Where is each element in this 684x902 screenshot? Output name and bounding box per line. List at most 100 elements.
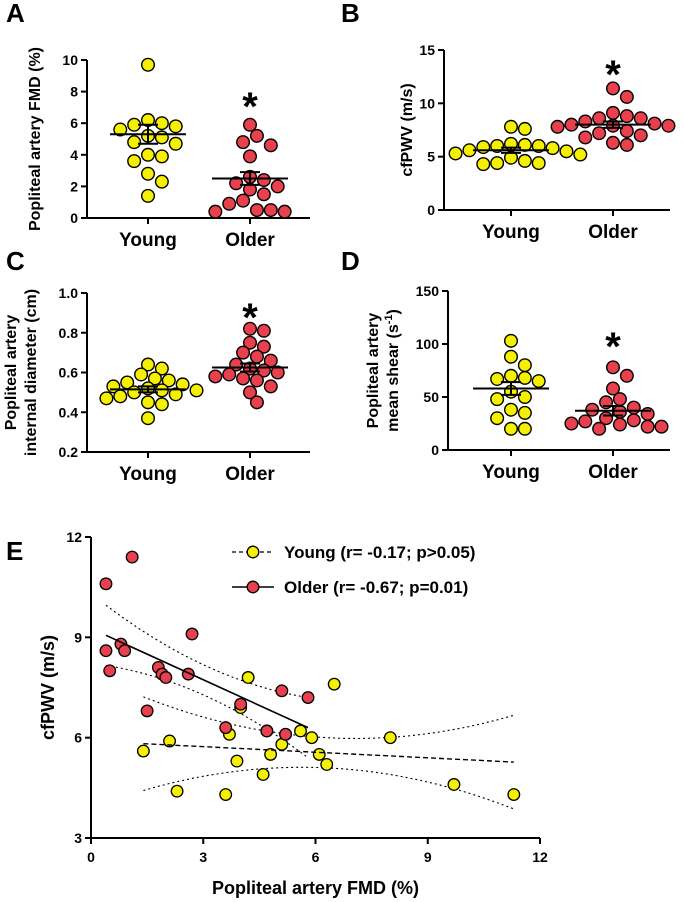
data-point-older xyxy=(249,128,264,143)
data-point-young xyxy=(504,333,519,348)
data-point-young xyxy=(531,156,546,171)
data-point-young xyxy=(140,357,155,372)
data-point-young xyxy=(113,389,128,404)
data-point-older xyxy=(242,385,257,400)
data-point-older xyxy=(585,402,600,417)
data-point-older xyxy=(263,379,278,394)
data-point-older xyxy=(249,373,264,388)
data-point-young xyxy=(241,671,255,684)
data-point-young xyxy=(504,368,519,383)
y-tick-label-B: 10 xyxy=(419,95,435,111)
data-point-older xyxy=(279,727,293,741)
data-point-older xyxy=(263,138,278,153)
data-point-older xyxy=(633,128,648,143)
data-point-older xyxy=(249,203,264,218)
data-point-young xyxy=(163,734,177,748)
data-point-young xyxy=(140,147,155,162)
y-tick-label-A: 6 xyxy=(70,115,78,131)
data-point-older xyxy=(640,406,655,421)
data-point-young xyxy=(294,724,307,738)
y-tick-label-E: 12 xyxy=(66,529,82,545)
data-point-older xyxy=(640,419,655,434)
data-point-older xyxy=(263,203,278,218)
data-point-young xyxy=(490,411,505,426)
y-axis-title-superscript: -1 xyxy=(383,314,395,324)
confidence-band-older-lower xyxy=(105,664,309,759)
y-tick-label-C: 0.4 xyxy=(59,404,79,420)
data-point-young xyxy=(140,188,155,203)
y-tick-label-A: 8 xyxy=(70,84,78,100)
legend-marker-older xyxy=(246,580,260,594)
data-point-young xyxy=(517,153,532,168)
data-point-young xyxy=(573,147,588,162)
x-tick-label-E: 0 xyxy=(87,849,95,865)
panel-label-D: D xyxy=(341,246,360,276)
x-tick-label-E: 12 xyxy=(532,849,548,865)
y-tick-label-C: 1.0 xyxy=(59,285,79,301)
data-point-older xyxy=(606,105,621,120)
data-point-young xyxy=(113,122,128,137)
data-point-young xyxy=(127,135,142,150)
data-point-older xyxy=(619,109,634,124)
data-point-older xyxy=(578,114,593,129)
category-label-older: Older xyxy=(588,462,638,483)
x-axis-title-E: Popliteal artery FMD (%) xyxy=(212,878,419,898)
data-point-older xyxy=(626,413,641,428)
data-point-older xyxy=(260,724,274,738)
category-label-young: Young xyxy=(482,462,540,483)
category-label-older: Older xyxy=(225,464,275,485)
category-label-older: Older xyxy=(225,230,275,251)
data-point-young xyxy=(175,377,190,392)
y-axis-title-B: cfPWV (m/s) xyxy=(399,83,416,176)
data-point-young xyxy=(168,119,183,134)
data-point-older xyxy=(242,335,257,350)
confidence-band-older-upper xyxy=(105,604,309,699)
data-point-young xyxy=(504,119,519,134)
y-tick-label-A: 10 xyxy=(62,52,78,68)
data-point-older xyxy=(249,395,264,410)
data-point-young xyxy=(517,421,532,436)
data-point-older xyxy=(256,339,271,354)
legend-label-older: Older (r= -0.67; p=0.01) xyxy=(284,578,468,597)
y-tick-label-C: 0.2 xyxy=(59,444,79,460)
data-point-young xyxy=(447,778,461,791)
data-point-older xyxy=(229,176,244,191)
data-point-young xyxy=(490,138,505,153)
significance-star-D: * xyxy=(605,325,621,369)
data-point-older xyxy=(256,173,271,188)
data-point-young xyxy=(154,174,169,189)
data-point-older xyxy=(612,417,627,432)
data-point-young xyxy=(327,677,341,691)
data-point-older xyxy=(633,111,648,126)
y-axis-title-line1-D: Popliteal artery xyxy=(365,313,382,429)
data-point-older xyxy=(222,196,237,211)
data-point-older xyxy=(236,135,251,150)
data-point-young xyxy=(134,367,149,382)
data-point-older xyxy=(301,691,315,704)
data-point-older xyxy=(592,111,607,126)
y-tick-label-D: 50 xyxy=(423,389,439,405)
data-point-young xyxy=(140,57,155,72)
data-point-older xyxy=(270,365,285,380)
y-tick-label-E: 9 xyxy=(74,629,82,645)
data-point-young xyxy=(545,141,560,156)
x-tick-label-E: 3 xyxy=(199,849,207,865)
data-point-young xyxy=(161,373,176,388)
data-point-older xyxy=(578,130,593,145)
data-point-older xyxy=(275,684,289,698)
data-point-young xyxy=(154,130,169,145)
legend-marker-young xyxy=(246,545,260,559)
panel-label-A: A xyxy=(6,0,25,28)
data-point-older xyxy=(236,345,251,360)
data-point-older xyxy=(103,664,117,678)
data-point-older xyxy=(185,627,199,641)
data-point-young xyxy=(154,116,169,131)
data-point-young xyxy=(517,358,532,373)
data-point-young xyxy=(264,747,278,761)
data-point-young xyxy=(517,405,532,420)
data-point-older xyxy=(118,644,132,658)
data-point-older xyxy=(99,644,113,658)
data-point-older xyxy=(236,193,251,208)
data-point-older xyxy=(208,204,223,219)
